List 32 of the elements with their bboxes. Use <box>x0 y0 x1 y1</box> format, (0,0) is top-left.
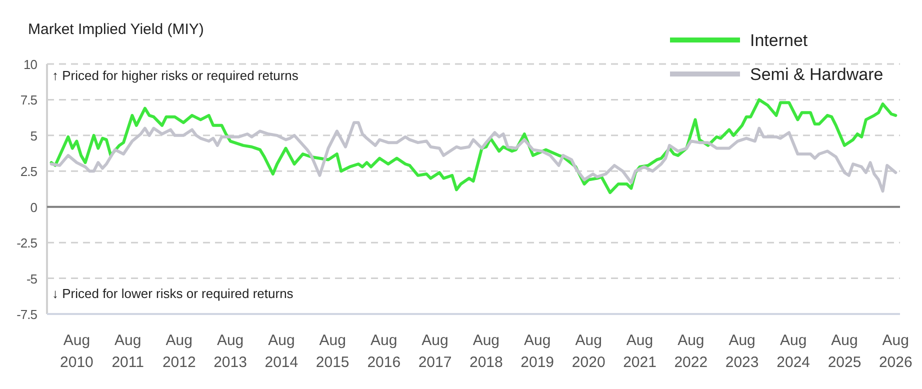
y-tick-label: 7.5 <box>20 92 38 108</box>
y-tick-label: 2.5 <box>20 164 38 180</box>
x-tick-label: Aug 2013 <box>214 332 247 371</box>
x-tick-label: Aug 2010 <box>60 332 94 371</box>
legend-label: Semi & Hardware <box>750 65 884 84</box>
legend-label: Internet <box>750 31 808 50</box>
x-tick-label: Aug 2023 <box>725 332 759 371</box>
y-tick-label: -7.5 <box>16 307 38 322</box>
x-tick-label: Aug 2019 <box>520 332 554 371</box>
x-tick-label: Aug 2018 <box>469 332 503 371</box>
y-tick-label: 0 <box>30 200 38 215</box>
x-tick-label: Aug 2020 <box>572 332 606 371</box>
chart-title: Market Implied Yield (MIY) <box>28 21 204 38</box>
x-tick-label: Aug 2012 <box>162 332 196 371</box>
y-tick-label: -5 <box>26 271 38 286</box>
x-tick-label: Aug 2017 <box>418 332 452 371</box>
annotation: ↑ Priced for higher risks or required returns <box>52 68 299 83</box>
annotation: ↓ Priced for lower risks or required returns <box>52 286 294 301</box>
x-tick-label: Aug 2026 <box>878 332 912 371</box>
x-tick-label: Aug 2022 <box>674 332 708 371</box>
line-series <box>50 121 898 193</box>
x-tick-label: Aug 2021 <box>623 332 656 371</box>
x-tick-label: Aug 2015 <box>316 332 350 371</box>
x-tick-label: Aug 2024 <box>776 332 810 371</box>
y-tick-label: -2.5 <box>16 236 38 251</box>
y-tick-label: 10 <box>24 57 38 72</box>
x-tick-label: Aug 2014 <box>264 332 298 371</box>
y-tick-label: 5 <box>30 128 38 144</box>
line-series <box>50 98 898 194</box>
x-tick-label: Aug 2025 <box>828 332 862 371</box>
x-tick-label: Aug 2011 <box>112 332 144 371</box>
x-tick-label: Aug 2016 <box>367 332 401 371</box>
